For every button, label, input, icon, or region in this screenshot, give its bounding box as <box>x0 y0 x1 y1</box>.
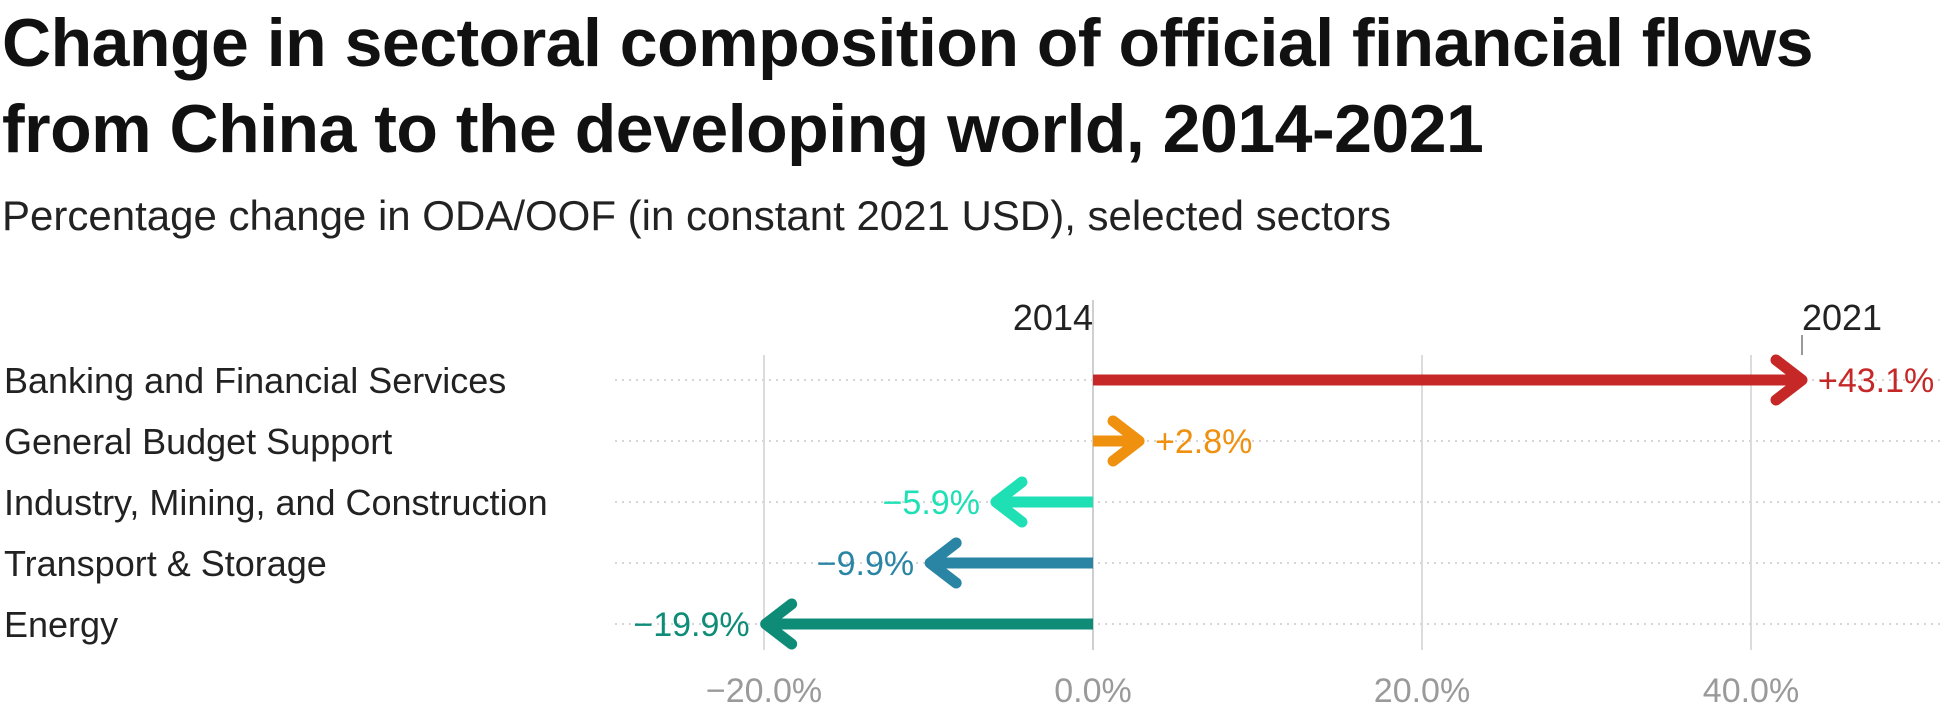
grid-lines <box>763 300 1803 650</box>
chart-title: Change in sectoral composition of offici… <box>2 5 1814 167</box>
value-label: −19.9% <box>633 606 749 644</box>
value-label: −5.9% <box>883 484 980 522</box>
end-year-label: 2021 <box>1802 297 1882 338</box>
category-label: General Budget Support <box>4 421 392 462</box>
start-year-label: 2014 <box>1013 297 1093 338</box>
chart-subtitle: Percentage change in ODA/OOF (in constan… <box>2 192 1392 239</box>
value-label: +2.8% <box>1155 423 1252 461</box>
value-label: −9.9% <box>817 545 914 583</box>
x-tick-label: 40.0% <box>1703 672 1799 705</box>
row-guides <box>615 379 1945 625</box>
category-label: Energy <box>4 604 118 645</box>
arrow-head <box>924 537 962 589</box>
arrow-head <box>1107 415 1145 467</box>
arrow-head <box>990 476 1028 528</box>
x-tick-label: 20.0% <box>1374 672 1470 705</box>
x-tick-label: −20.0% <box>706 672 822 705</box>
arrow-head <box>1770 354 1808 406</box>
x-tick-label: 0.0% <box>1054 672 1132 705</box>
category-label: Industry, Mining, and Construction <box>4 482 548 523</box>
category-label: Banking and Financial Services <box>4 360 506 401</box>
category-label: Transport & Storage <box>4 543 327 584</box>
labels: −20.0% 0.0% 20.0% 40.0% 2014 2021 Banking and … <box>4 297 1934 705</box>
value-label: +43.1% <box>1818 362 1934 400</box>
arrow-head <box>760 598 798 650</box>
arrow-marks <box>760 354 1808 650</box>
